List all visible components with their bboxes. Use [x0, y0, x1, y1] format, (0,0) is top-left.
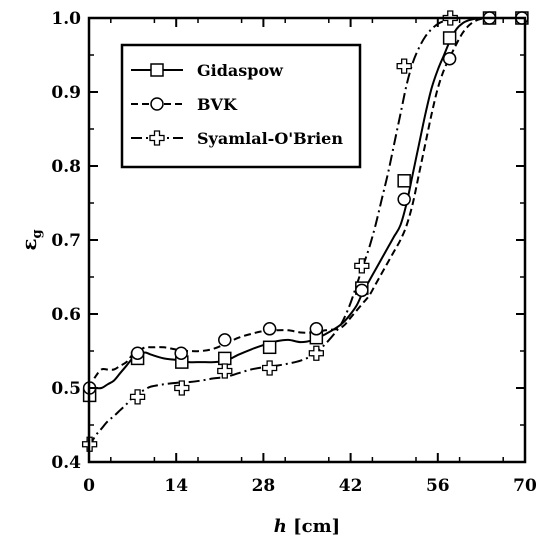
y-axis-title-sub: g — [30, 229, 45, 238]
series-0-point — [262, 340, 277, 355]
y-axis: 0.4 0.5 0.6 0.7 0.8 0.9 1.0 — [51, 9, 525, 473]
series-2-point — [396, 58, 412, 74]
series-2-point — [129, 389, 146, 405]
y-tick-label: 0.7 — [51, 231, 81, 251]
legend-label: Gidaspow — [197, 61, 284, 80]
legend-item: Gidaspow — [131, 61, 284, 80]
x-axis-title-variable: h — [274, 516, 287, 537]
series-0-point — [397, 174, 411, 188]
series-1-point — [218, 333, 232, 347]
series-0-point — [218, 351, 232, 366]
x-axis-title: h [cm] — [274, 516, 340, 537]
x-tick-label: 42 — [339, 476, 363, 496]
series-0-point — [442, 31, 457, 45]
legend-label: Syamlal-O'Brien — [197, 129, 343, 148]
y-tick-label: 0.8 — [51, 157, 81, 177]
series-1-point — [397, 192, 411, 207]
series-2-point — [354, 258, 370, 274]
series-1-point — [309, 322, 324, 336]
x-tick-label: 28 — [252, 476, 276, 496]
y-axis-title: εg — [17, 229, 45, 250]
series-1-point — [174, 346, 188, 360]
legend-label: BVK — [197, 95, 238, 114]
legend-item: Syamlal-O'Brien — [131, 129, 343, 148]
x-tick-label: 56 — [426, 476, 450, 496]
x-tick-label: 70 — [513, 476, 537, 496]
series-1-point — [442, 51, 457, 66]
series-1-point — [262, 322, 277, 336]
y-tick-label: 1.0 — [51, 9, 81, 29]
legend-item: BVK — [131, 95, 238, 114]
y-tick-label: 0.9 — [51, 83, 81, 103]
y-tick-label: 0.4 — [51, 453, 81, 473]
legend-marker — [149, 130, 165, 146]
x-tick-label: 0 — [83, 476, 95, 496]
series-markers — [81, 10, 529, 452]
legend-marker — [150, 63, 164, 77]
series-2-point — [174, 380, 190, 396]
series-2-point — [261, 360, 278, 376]
x-axis-title-unit: [cm] — [287, 516, 340, 537]
y-axis-title-main: ε — [17, 238, 41, 250]
series-2-point — [217, 363, 233, 379]
y-tick-label: 0.5 — [51, 379, 81, 399]
series-2-point — [308, 345, 324, 361]
series-1-point — [355, 283, 369, 298]
legend: Gidaspow BVK Syamlal-O'Brien — [120, 43, 362, 169]
legend-marker — [150, 97, 164, 111]
x-axis: 0 14 28 42 56 70 — [83, 18, 537, 496]
y-tick-label: 0.6 — [51, 305, 81, 325]
series-1-point — [130, 346, 145, 360]
legend-items: Gidaspow BVK Syamlal-O'Brien — [131, 61, 343, 148]
x-tick-label: 14 — [164, 476, 188, 496]
